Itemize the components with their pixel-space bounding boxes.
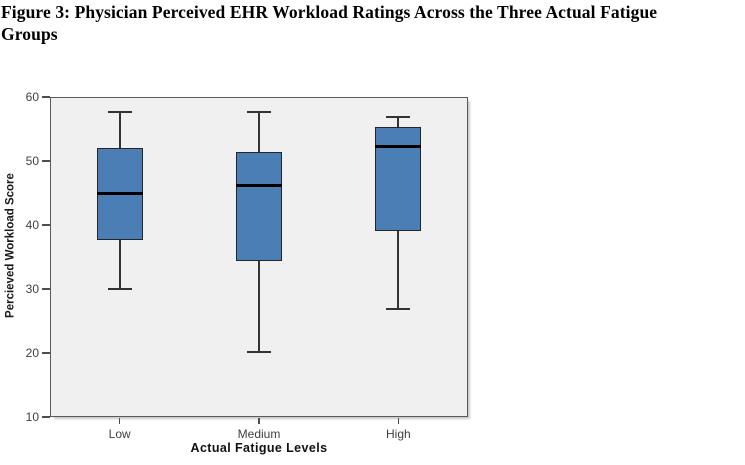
lower-whisker-cap-medium	[247, 351, 271, 354]
upper-whisker-cap-low	[107, 110, 132, 113]
y-axis-tick	[42, 160, 50, 162]
y-axis-tick-label: 50	[25, 154, 39, 168]
box-medium	[236, 152, 282, 262]
x-axis-tick-label: High	[385, 427, 411, 441]
upper-whisker-cap-medium	[247, 110, 271, 113]
y-axis-tick-label: 30	[25, 282, 39, 296]
lower-whisker-stem-medium	[258, 261, 260, 353]
upper-whisker-cap-high	[386, 116, 411, 119]
figure-title: Figure 3: Physician Perceived EHR Worklo…	[1, 1, 745, 45]
upper-whisker-stem-high	[397, 117, 400, 128]
median-line-low	[96, 192, 143, 196]
upper-whisker-stem-low	[118, 111, 121, 149]
y-axis-tick-label: 20	[25, 346, 39, 360]
y-axis-tick	[42, 352, 50, 354]
median-line-high	[375, 144, 422, 148]
lower-whisker-cap-high	[386, 307, 411, 310]
median-line-medium	[236, 183, 282, 187]
x-axis-tick	[118, 418, 121, 424]
y-axis-title: Percieved Workload Score	[4, 173, 17, 318]
box-high	[375, 127, 422, 231]
y-axis-tick-label: 40	[25, 218, 39, 232]
x-axis-tick-label: Low	[108, 427, 131, 441]
y-axis-tick	[42, 96, 50, 98]
lower-whisker-cap-low	[107, 288, 132, 290]
y-axis-tick-label: 60	[25, 90, 39, 104]
x-axis-tick-label: Medium	[237, 427, 281, 441]
figure-title-line1: Figure 3: Physician Perceived EHR Worklo…	[1, 2, 658, 22]
x-axis-title: Actual Fatigue Levels	[190, 441, 328, 455]
figure-title-line2: Groups	[1, 24, 58, 44]
y-axis-tick-label: 10	[25, 410, 39, 424]
x-axis-tick	[258, 418, 260, 424]
x-axis-tick	[397, 418, 400, 424]
y-axis-tick	[42, 288, 50, 290]
upper-whisker-stem-medium	[258, 111, 260, 153]
y-axis-tick	[42, 416, 50, 418]
y-axis-tick	[42, 224, 50, 226]
lower-whisker-stem-low	[118, 239, 121, 289]
lower-whisker-stem-high	[397, 230, 400, 309]
